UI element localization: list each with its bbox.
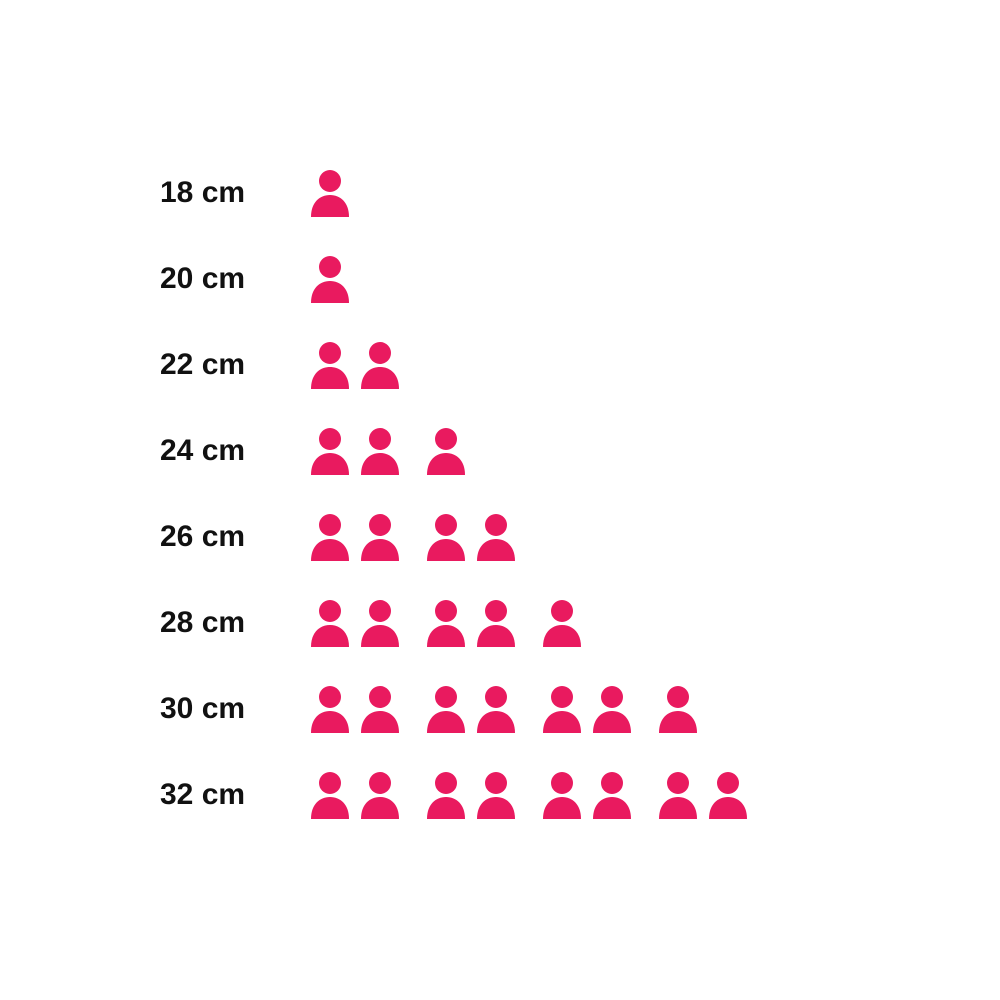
person-icon <box>308 169 352 217</box>
person-icon <box>656 771 700 819</box>
row-label: 26 cm <box>160 520 290 554</box>
person-icon <box>358 771 402 819</box>
row-label: 22 cm <box>160 348 290 382</box>
person-icon <box>706 771 750 819</box>
person-icon <box>308 255 352 303</box>
person-icon <box>424 513 468 561</box>
row-label: 20 cm <box>160 262 290 296</box>
person-icon <box>424 427 468 475</box>
person-icon <box>540 685 584 733</box>
person-icon <box>308 513 352 561</box>
person-icon <box>474 513 518 561</box>
person-icon <box>308 771 352 819</box>
pictograph-row: 28 cm <box>160 580 750 666</box>
person-icon <box>358 685 402 733</box>
pictograph-row: 18 cm <box>160 150 750 236</box>
person-icon <box>590 685 634 733</box>
pictograph-chart: 18 cm 20 cm 22 cm 24 cm 26 cm 28 cm 30 cm 32 cm <box>160 150 750 838</box>
person-icon <box>474 599 518 647</box>
pictograph-row: 22 cm <box>160 322 750 408</box>
person-icon <box>358 599 402 647</box>
person-icon <box>424 685 468 733</box>
person-icon <box>424 771 468 819</box>
row-label: 24 cm <box>160 434 290 468</box>
person-icon <box>308 599 352 647</box>
pictograph-row: 24 cm <box>160 408 750 494</box>
person-icon <box>358 341 402 389</box>
person-icon <box>308 427 352 475</box>
row-label: 30 cm <box>160 692 290 726</box>
row-icons <box>308 685 700 733</box>
person-icon <box>358 427 402 475</box>
person-icon <box>656 685 700 733</box>
row-icons <box>308 169 352 217</box>
row-icons <box>308 599 584 647</box>
person-icon <box>308 341 352 389</box>
person-icon <box>358 513 402 561</box>
person-icon <box>308 685 352 733</box>
row-icons <box>308 513 518 561</box>
row-icons <box>308 771 750 819</box>
row-icons <box>308 427 468 475</box>
row-icons <box>308 341 402 389</box>
person-icon <box>424 599 468 647</box>
pictograph-row: 32 cm <box>160 752 750 838</box>
person-icon <box>540 771 584 819</box>
pictograph-row: 20 cm <box>160 236 750 322</box>
row-icons <box>308 255 352 303</box>
row-label: 32 cm <box>160 778 290 812</box>
person-icon <box>474 771 518 819</box>
pictograph-row: 26 cm <box>160 494 750 580</box>
person-icon <box>590 771 634 819</box>
pictograph-row: 30 cm <box>160 666 750 752</box>
person-icon <box>474 685 518 733</box>
row-label: 28 cm <box>160 606 290 640</box>
person-icon <box>540 599 584 647</box>
row-label: 18 cm <box>160 176 290 210</box>
